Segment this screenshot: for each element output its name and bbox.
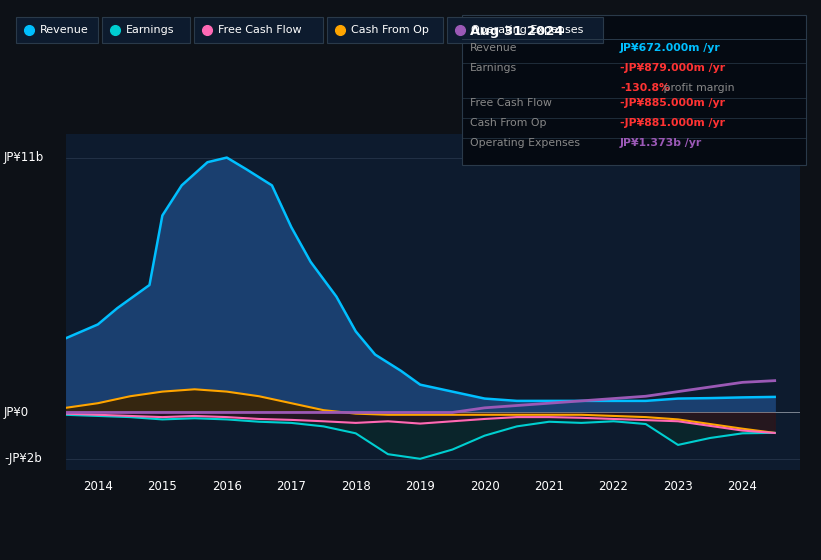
Text: 2014: 2014 xyxy=(83,480,112,493)
Text: 2024: 2024 xyxy=(727,480,758,493)
FancyBboxPatch shape xyxy=(328,17,443,43)
FancyBboxPatch shape xyxy=(16,17,98,43)
Text: JP¥1.373b /yr: JP¥1.373b /yr xyxy=(620,138,702,148)
Text: Revenue: Revenue xyxy=(470,43,517,53)
FancyBboxPatch shape xyxy=(194,17,323,43)
Text: Revenue: Revenue xyxy=(40,25,89,35)
FancyBboxPatch shape xyxy=(462,15,806,165)
Text: 2022: 2022 xyxy=(599,480,629,493)
Text: Cash From Op: Cash From Op xyxy=(351,25,429,35)
Text: 2023: 2023 xyxy=(663,480,693,493)
Text: -JP¥885.000m /yr: -JP¥885.000m /yr xyxy=(620,98,725,108)
Text: Free Cash Flow: Free Cash Flow xyxy=(470,98,552,108)
Text: 2021: 2021 xyxy=(534,480,564,493)
Text: Operating Expenses: Operating Expenses xyxy=(470,25,583,35)
Text: Earnings: Earnings xyxy=(470,63,517,73)
Text: Aug 31 2024: Aug 31 2024 xyxy=(470,25,564,38)
Text: Free Cash Flow: Free Cash Flow xyxy=(218,25,301,35)
Text: 2017: 2017 xyxy=(277,480,306,493)
Text: 2018: 2018 xyxy=(341,480,370,493)
Text: Operating Expenses: Operating Expenses xyxy=(470,138,580,148)
Text: JP¥672.000m /yr: JP¥672.000m /yr xyxy=(620,43,721,53)
Text: -JP¥2b: -JP¥2b xyxy=(4,452,42,465)
Text: 2015: 2015 xyxy=(148,480,177,493)
Text: JP¥0: JP¥0 xyxy=(4,406,29,419)
Text: -JP¥881.000m /yr: -JP¥881.000m /yr xyxy=(620,118,725,128)
Text: 2016: 2016 xyxy=(212,480,241,493)
FancyBboxPatch shape xyxy=(102,17,190,43)
Text: Earnings: Earnings xyxy=(126,25,174,35)
Text: -JP¥879.000m /yr: -JP¥879.000m /yr xyxy=(620,63,725,73)
Text: profit margin: profit margin xyxy=(660,83,735,93)
Text: -130.8%: -130.8% xyxy=(620,83,670,93)
FancyBboxPatch shape xyxy=(447,17,603,43)
Text: 2019: 2019 xyxy=(406,480,435,493)
Text: 2020: 2020 xyxy=(470,480,499,493)
Text: Cash From Op: Cash From Op xyxy=(470,118,547,128)
Text: JP¥11b: JP¥11b xyxy=(4,151,44,164)
